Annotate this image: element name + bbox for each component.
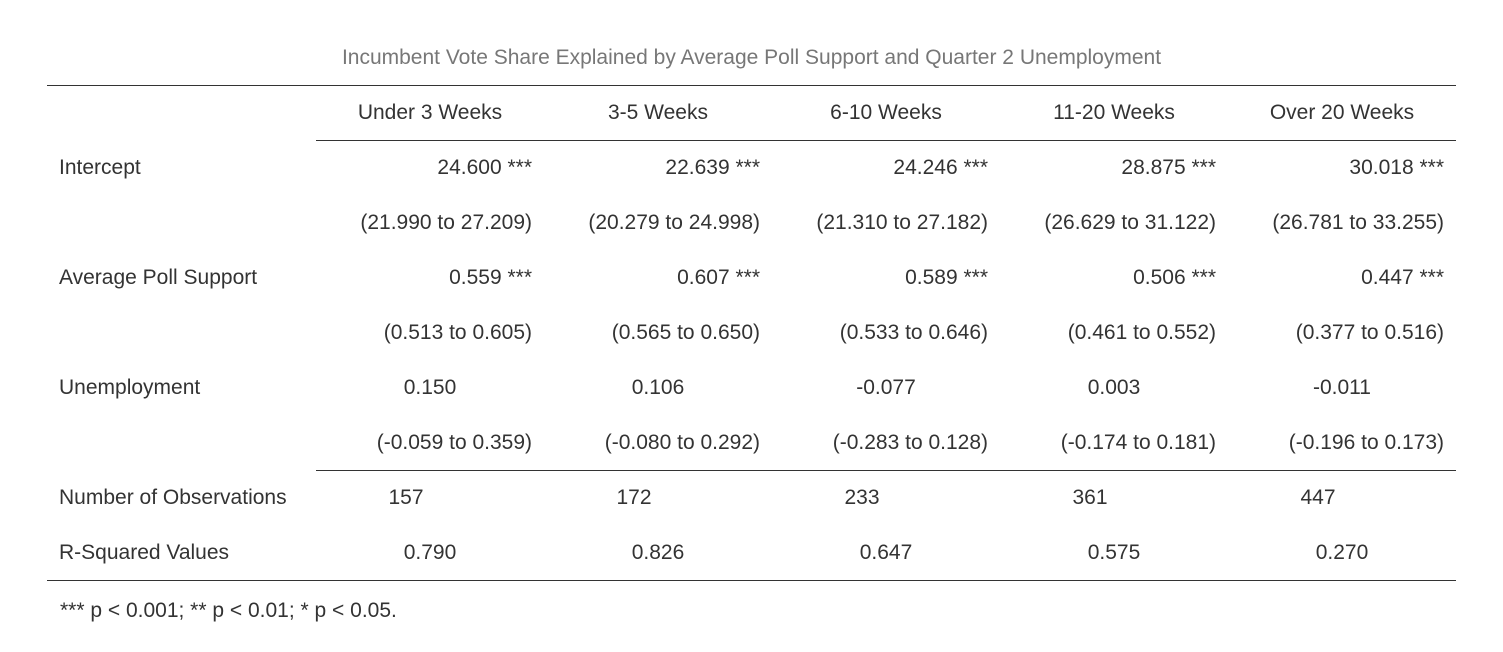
column-header-over-20-weeks: Over 20 Weeks [1228,85,1456,141]
unemployment-estimate: -0.011 [1313,376,1371,399]
row-label-intercept: Intercept [59,156,141,179]
r-squared-value: 0.826 [544,525,772,581]
header-row: Under 3 Weeks 3-5 Weeks 6-10 Weeks 11-20… [47,85,1456,141]
observations-value: 157 [316,470,544,526]
column-header-under-3-weeks: Under 3 Weeks [316,85,544,141]
table-title: Incumbent Vote Share Explained by Averag… [341,46,1162,69]
poll-estimate: 0.607 *** [677,266,760,289]
row-label-empty [47,306,316,361]
r-squared-row: R-Squared Values 0.790 0.826 0.647 0.575… [47,525,1456,581]
intercept-ci: (21.310 to 27.182) [816,211,988,234]
observations-value: 361 [1000,470,1228,526]
observations-row: Number of Observations 157 172 233 361 4… [47,470,1456,526]
unemployment-estimate: 0.106 [631,376,685,399]
row-label-empty [47,196,316,251]
regression-table: Under 3 Weeks 3-5 Weeks 6-10 Weeks 11-20… [47,85,1456,581]
intercept-estimate: 24.246 *** [893,156,988,180]
intercept-ci-row: (21.990 to 27.209) (20.279 to 24.998) (2… [47,196,1456,251]
unemployment-estimate: 0.003 [1087,376,1141,399]
observations-value: 233 [772,470,1000,526]
unemployment-estimate: -0.077 [856,376,916,399]
row-label-number-of-observations: Number of Observations [59,486,287,509]
intercept-ci: (26.629 to 31.122) [1044,211,1216,234]
column-header-6-10-weeks: 6-10 Weeks [772,85,1000,141]
intercept-estimate: 28.875 *** [1121,156,1216,180]
unemployment-row: Unemployment 0.150 0.106 -0.077 0.003 -0… [47,361,1456,416]
unemployment-ci: (-0.174 to 0.181) [1060,430,1216,454]
row-label-empty [47,416,316,471]
poll-ci: (0.461 to 0.552) [1067,321,1216,344]
r-squared-value: 0.575 [1000,525,1228,581]
r-squared-value: 0.790 [316,525,544,581]
observations-value: 447 [1228,470,1456,526]
poll-ci: (0.513 to 0.605) [383,321,532,344]
intercept-ci: (26.781 to 33.255) [1272,211,1444,234]
r-squared-value: 0.647 [772,525,1000,581]
unemployment-ci-row: (-0.059 to 0.359) (-0.080 to 0.292) (-0.… [47,416,1456,471]
intercept-estimate: 30.018 *** [1349,156,1444,180]
row-label-r-squared-values: R-Squared Values [47,525,316,581]
intercept-estimate: 22.639 *** [665,156,760,180]
unemployment-ci: (-0.080 to 0.292) [604,430,760,454]
poll-ci: (0.377 to 0.516) [1295,321,1444,344]
significance-note: *** p < 0.001; ** p < 0.01; * p < 0.05. [60,599,397,622]
row-label-average-poll-support: Average Poll Support [59,266,258,289]
poll-ci: (0.533 to 0.646) [839,321,988,344]
intercept-ci: (21.990 to 27.209) [360,211,532,234]
r-squared-value: 0.270 [1228,525,1456,581]
column-header-3-5-weeks: 3-5 Weeks [544,85,772,141]
poll-estimate: 0.506 *** [1133,266,1216,289]
intercept-row: Intercept 24.600 *** 22.639 *** 24.246 *… [47,141,1456,196]
unemployment-ci: (-0.283 to 0.128) [832,430,988,454]
unemployment-ci: (-0.196 to 0.173) [1288,430,1444,454]
poll-estimate: 0.589 *** [905,266,988,289]
header-empty-cell [47,85,316,141]
unemployment-estimate: 0.150 [403,376,457,399]
intercept-estimate: 24.600 *** [437,156,532,180]
row-label-unemployment: Unemployment [59,376,201,399]
poll-estimate: 0.559 *** [449,266,532,289]
intercept-ci: (20.279 to 24.998) [588,211,760,234]
observations-value: 172 [544,470,772,526]
poll-estimate: 0.447 *** [1361,266,1444,289]
poll-ci: (0.565 to 0.650) [611,321,760,344]
poll-row: Average Poll Support 0.559 *** 0.607 ***… [47,251,1456,306]
unemployment-ci: (-0.059 to 0.359) [376,430,532,454]
column-header-11-20-weeks: 11-20 Weeks [1000,85,1228,141]
poll-ci-row: (0.513 to 0.605) (0.565 to 0.650) (0.533… [47,306,1456,361]
